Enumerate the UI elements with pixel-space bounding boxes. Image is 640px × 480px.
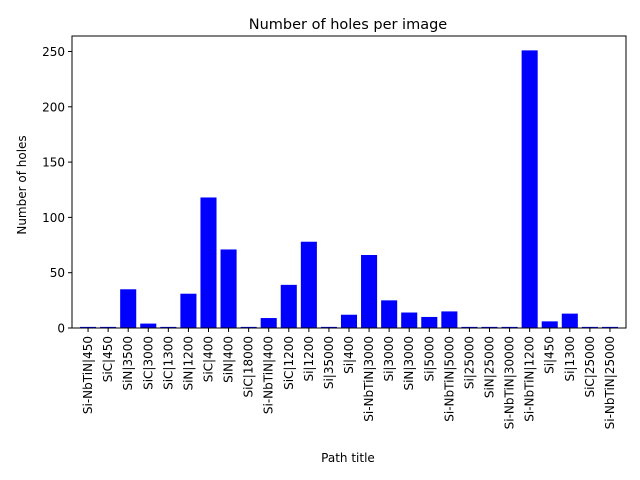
x-tick-label-24: Si|1300 bbox=[563, 336, 577, 382]
bar-3 bbox=[140, 323, 157, 328]
y-tick-label-5: 250 bbox=[42, 45, 65, 59]
bar-15 bbox=[381, 300, 398, 328]
x-tick-label-16: SiN|3000 bbox=[402, 336, 416, 391]
bar-21 bbox=[501, 326, 518, 328]
x-axis-label: Path title bbox=[321, 451, 375, 465]
y-tick-label-0: 0 bbox=[57, 322, 65, 336]
x-tick-label-18: Si-NbTiN|5000 bbox=[442, 336, 456, 422]
chart-title: Number of holes per image bbox=[249, 17, 448, 33]
x-tick-label-1: SiC|450 bbox=[101, 336, 115, 382]
x-tick-label-12: Si|35000 bbox=[322, 336, 336, 389]
bar-16 bbox=[401, 312, 418, 328]
x-tick-label-17: Si|5000 bbox=[422, 336, 436, 382]
y-tick-label-4: 200 bbox=[42, 100, 65, 114]
bar-2 bbox=[120, 289, 137, 328]
x-tick-label-21: Si-NbTiN|30000 bbox=[503, 336, 517, 429]
x-tick-label-11: Si|1200 bbox=[302, 336, 316, 382]
bar-13 bbox=[340, 314, 358, 328]
bar-18 bbox=[441, 311, 458, 328]
x-tick-label-25: SiC|25000 bbox=[583, 336, 597, 398]
bar-17 bbox=[421, 316, 438, 328]
y-axis-label: Number of holes bbox=[15, 135, 29, 234]
bar-0 bbox=[80, 326, 97, 328]
bar-23 bbox=[541, 321, 558, 328]
y-tick-label-2: 100 bbox=[42, 211, 65, 225]
bar-4 bbox=[160, 326, 177, 328]
bar-9 bbox=[260, 318, 277, 328]
bar-14 bbox=[361, 255, 378, 328]
bar-11 bbox=[300, 241, 317, 328]
bar-25 bbox=[581, 326, 598, 328]
x-tick-label-10: SiC|1200 bbox=[282, 336, 296, 390]
x-tick-label-0: Si-NbTiN|450 bbox=[81, 336, 95, 414]
x-tick-label-22: Si-NbTiN|1200 bbox=[523, 336, 537, 422]
plot-frame bbox=[71, 35, 627, 329]
x-tick-label-7: SiN|400 bbox=[222, 336, 236, 383]
bar-24 bbox=[561, 313, 578, 328]
x-axis-ticks: Si-NbTiN|450 SiC|450 SiN|3500 SiC|3000 SiC|1… bbox=[81, 328, 617, 429]
bar-10 bbox=[280, 284, 297, 328]
x-tick-label-3: SiC|3000 bbox=[141, 336, 155, 390]
bar-5 bbox=[180, 293, 197, 328]
x-tick-label-13: Si|400 bbox=[342, 336, 356, 374]
x-tick-label-15: Si|3000 bbox=[382, 336, 396, 382]
x-tick-label-14: Si-NbTiN|3000 bbox=[362, 336, 376, 422]
bar-19 bbox=[461, 326, 478, 328]
bar-6 bbox=[200, 197, 217, 328]
bar-12 bbox=[320, 326, 337, 328]
x-tick-label-6: SiC|400 bbox=[201, 336, 215, 382]
bars-group bbox=[80, 50, 618, 328]
x-tick-label-4: SiC|1300 bbox=[161, 336, 175, 390]
x-tick-label-23: Si|450 bbox=[543, 336, 557, 374]
x-tick-label-9: Si-NbTiN|400 bbox=[262, 336, 276, 414]
bar-1 bbox=[100, 326, 117, 328]
x-tick-label-5: SiN|1200 bbox=[181, 336, 195, 391]
x-tick-label-2: SiN|3500 bbox=[121, 336, 135, 391]
x-tick-label-26: Si-NbTiN|25000 bbox=[603, 336, 617, 429]
bar-8 bbox=[240, 326, 257, 328]
bar-22 bbox=[521, 50, 538, 328]
y-axis-ticks: 0 50 100 150 200 250 bbox=[42, 45, 72, 336]
x-tick-label-20: SiN|25000 bbox=[483, 336, 497, 398]
x-tick-label-8: SiC|18000 bbox=[242, 336, 256, 398]
y-tick-label-1: 50 bbox=[50, 266, 65, 280]
bar-26 bbox=[601, 326, 618, 328]
x-tick-label-19: Si|25000 bbox=[462, 336, 476, 389]
bar-20 bbox=[481, 326, 498, 328]
bar-7 bbox=[220, 249, 237, 328]
y-tick-label-3: 150 bbox=[42, 156, 65, 170]
